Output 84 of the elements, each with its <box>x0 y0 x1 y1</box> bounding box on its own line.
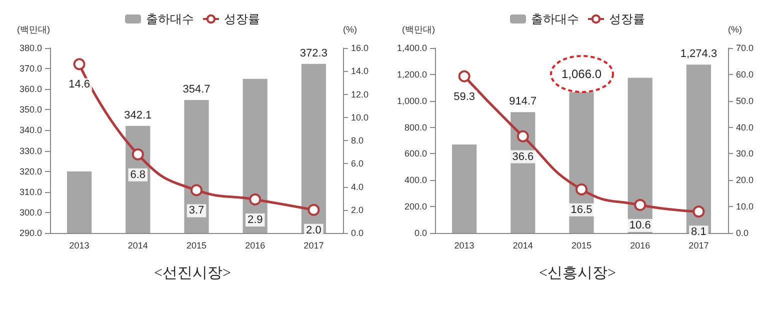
point <box>73 58 86 70</box>
y2-axis-title: (%) <box>343 24 357 34</box>
text: <선진시장> <box>154 266 231 282</box>
y-tick-label: 360.0 <box>19 84 42 94</box>
y-tick-label: 290.0 <box>19 228 42 238</box>
y2-tick-label: 0.0 <box>351 228 364 238</box>
y-tick-label: 1,400.0 <box>396 43 427 53</box>
y2-tick-label: 10.0 <box>736 202 754 212</box>
y2-tick-label: 6.0 <box>351 158 364 169</box>
point <box>308 204 320 216</box>
legend-label: 성장률 <box>224 12 260 26</box>
point <box>458 70 470 82</box>
y-tick-label: 370.0 <box>19 64 42 74</box>
y-tick-label: 600.0 <box>404 148 427 159</box>
data-label: 354.7 <box>182 84 210 96</box>
y-tick-label: 380.0 <box>19 43 42 53</box>
legend-label: 출하대수 <box>146 12 194 26</box>
point <box>132 148 144 160</box>
legend-label: 출하대수 <box>531 12 579 26</box>
y-tick-label: 0.0 <box>414 228 427 238</box>
y2-tick-label: 20.0 <box>736 175 754 186</box>
point <box>634 198 646 211</box>
y2-tick-label: 70.0 <box>736 43 754 53</box>
y2-tick-label: 14.0 <box>351 66 369 76</box>
y2-tick-label: 40.0 <box>736 122 754 132</box>
data-label: 1,274.3 <box>680 48 718 60</box>
y2-tick-label: 4.0 <box>351 182 364 192</box>
y2-tick-label: 8.0 <box>351 136 364 146</box>
data-label: 16.5 <box>570 204 592 216</box>
point <box>249 193 262 206</box>
y2-tick-label: 10.0 <box>351 112 369 122</box>
y-tick-label: 400.0 <box>404 175 427 186</box>
y-tick-label: 320.0 <box>19 166 42 176</box>
y-tick-label: 1,000.0 <box>396 96 427 106</box>
bar <box>569 92 594 233</box>
y-axis-title: (백만대) <box>402 24 435 34</box>
data-label: 2.9 <box>247 214 263 226</box>
x-tick-label: 2017 <box>688 240 709 250</box>
y-tick-label: 200.0 <box>404 202 427 212</box>
data-label: 3.7 <box>188 204 204 217</box>
point <box>576 183 588 196</box>
data-label: 10.6 <box>629 219 651 232</box>
y-tick-label: 310.0 <box>19 186 42 197</box>
y2-axis-title: (%) <box>728 24 742 34</box>
y2-tick-label: 0.0 <box>736 228 749 238</box>
annotation: 1,066.0 <box>561 67 602 82</box>
y2-tick-label: 50.0 <box>736 96 754 106</box>
y-tick-label: 350.0 <box>19 104 42 115</box>
bar <box>452 144 477 233</box>
y2-tick-label: 16.0 <box>351 43 369 53</box>
x-tick-label: 2013 <box>69 240 90 250</box>
x-tick-label: 2017 <box>304 240 324 250</box>
x-tick-label: 2016 <box>630 240 650 250</box>
data-label: 2.0 <box>306 224 322 236</box>
text: <신흥시장> <box>539 266 616 282</box>
y-tick-label: 800.0 <box>404 122 427 132</box>
point <box>516 130 529 142</box>
y2-tick-label: 12.0 <box>351 89 369 100</box>
x-tick-label: 2016 <box>245 240 266 250</box>
x-tick-label: 2013 <box>454 240 474 250</box>
data-label: 8.1 <box>691 226 706 238</box>
y-tick-label: 330.0 <box>19 146 42 156</box>
y-tick-label: 1,200.0 <box>396 69 427 80</box>
data-label: 914.7 <box>509 96 537 108</box>
point <box>692 206 705 218</box>
y2-tick-label: 30.0 <box>736 148 754 159</box>
data-label: 342.1 <box>124 109 152 122</box>
x-tick-label: 2014 <box>512 240 533 250</box>
bar <box>628 78 652 233</box>
y2-tick-label: 2.0 <box>351 204 364 215</box>
legend-label: 성장률 <box>609 12 645 26</box>
y-tick-label: 300.0 <box>19 207 42 218</box>
y-tick-label: 340.0 <box>19 125 42 136</box>
data-label: 14.6 <box>68 78 90 91</box>
data-label: 59.3 <box>454 90 476 103</box>
y2-tick-label: 60.0 <box>736 69 754 80</box>
x-tick-label: 2014 <box>128 240 148 250</box>
y-axis-title: (백만대) <box>17 24 50 34</box>
x-tick-label: 2015 <box>186 240 207 250</box>
point <box>190 184 202 196</box>
x-tick-label: 2015 <box>571 240 592 250</box>
data-label: 372.3 <box>300 47 328 60</box>
data-label: 6.8 <box>130 168 146 181</box>
data-label: 36.6 <box>512 150 534 163</box>
